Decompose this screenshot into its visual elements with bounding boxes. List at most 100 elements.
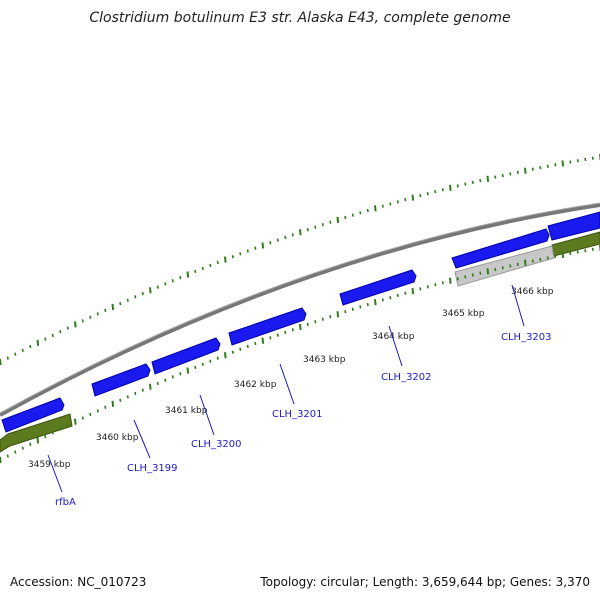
tick-mark bbox=[569, 160, 572, 164]
tick-mark bbox=[51, 333, 54, 338]
tick-label: 3460 kbp bbox=[96, 433, 139, 443]
tick-mark bbox=[14, 352, 17, 356]
tick-mark bbox=[351, 213, 354, 217]
tick-mark bbox=[509, 264, 512, 268]
topology-text: Topology: circular; Length: 3,659,644 bp… bbox=[260, 575, 590, 589]
tick-mark bbox=[344, 310, 347, 314]
tick-mark bbox=[561, 251, 565, 259]
pseudo-feature[interactable] bbox=[454, 245, 555, 287]
cds-feature[interactable] bbox=[91, 363, 151, 397]
tick-mark bbox=[74, 321, 77, 328]
tick-mark bbox=[254, 246, 257, 250]
gene-labels: rfbA CLH_3199 CLH_3200 CLH_3201 CLH_3202… bbox=[55, 332, 552, 508]
tick-mark bbox=[374, 299, 377, 306]
tick-mark bbox=[591, 156, 594, 160]
tick-mark bbox=[464, 182, 467, 186]
tick-mark bbox=[584, 249, 587, 253]
cds-feature[interactable] bbox=[228, 307, 307, 346]
tick-mark bbox=[254, 341, 257, 346]
cds-feature[interactable] bbox=[451, 228, 550, 269]
gene-label-clh-3203[interactable]: CLH_3203 bbox=[501, 332, 552, 343]
reverse-cds-track bbox=[0, 231, 600, 453]
tick-mark bbox=[299, 323, 302, 331]
tick-mark bbox=[464, 275, 467, 279]
tick-mark bbox=[404, 198, 407, 202]
tick-mark bbox=[456, 184, 459, 188]
genome-backbone bbox=[0, 203, 600, 417]
tick-mark bbox=[179, 275, 182, 280]
tick-label: 3463 kbp bbox=[303, 355, 346, 365]
accession-text: Accession: NC_010723 bbox=[10, 575, 147, 589]
gene-label-clh-3202[interactable]: CLH_3202 bbox=[381, 372, 432, 383]
tick-mark bbox=[36, 339, 40, 346]
tick-mark bbox=[149, 287, 152, 294]
tick-mark bbox=[471, 273, 474, 277]
tick-mark bbox=[246, 344, 249, 349]
tick-mark bbox=[434, 189, 437, 194]
tick-mark bbox=[524, 259, 527, 266]
tick-mark bbox=[51, 431, 54, 435]
tick-mark bbox=[141, 388, 144, 392]
tick-mark bbox=[576, 159, 579, 163]
gene-label-clh-3200[interactable]: CLH_3200 bbox=[191, 439, 242, 450]
tick-mark bbox=[89, 412, 92, 417]
tick-mark bbox=[501, 173, 504, 178]
tick-mark bbox=[509, 172, 512, 176]
scale-labels: 3459 kbp 3460 kbp 3461 kbp 3462 kbp 3463… bbox=[28, 287, 554, 470]
tick-mark bbox=[36, 437, 40, 444]
tick-mark bbox=[366, 302, 369, 307]
cds-feature[interactable] bbox=[339, 269, 417, 306]
tick-mark bbox=[381, 298, 384, 302]
tick-mark bbox=[194, 365, 197, 370]
gene-label-clh-3199[interactable]: CLH_3199 bbox=[127, 463, 178, 474]
tick-label: 3465 kbp bbox=[442, 309, 485, 319]
cds-feature[interactable] bbox=[151, 337, 221, 375]
tick-mark bbox=[291, 233, 294, 237]
cds-feature[interactable] bbox=[547, 211, 600, 241]
tick-mark bbox=[96, 312, 99, 316]
tick-mark bbox=[404, 291, 407, 295]
tick-mark bbox=[351, 307, 354, 311]
inner-tick-track bbox=[0, 245, 600, 464]
tick-mark bbox=[471, 180, 474, 184]
tick-mark bbox=[6, 454, 9, 458]
tick-mark bbox=[531, 167, 534, 171]
tick-mark bbox=[591, 247, 594, 251]
tick-mark bbox=[539, 257, 542, 262]
tick-mark bbox=[531, 259, 534, 263]
tick-mark bbox=[321, 317, 324, 321]
tick-mark bbox=[291, 328, 294, 332]
tick-mark bbox=[261, 242, 265, 249]
tick-mark bbox=[359, 211, 362, 215]
tick-mark bbox=[306, 228, 309, 232]
tick-mark bbox=[344, 215, 347, 220]
tick-mark bbox=[6, 356, 9, 360]
tick-mark bbox=[194, 269, 197, 274]
tick-mark bbox=[209, 263, 212, 268]
tick-mark bbox=[576, 250, 579, 254]
tick-mark bbox=[554, 254, 557, 259]
gene-label-rfba[interactable]: rfbA bbox=[55, 497, 76, 508]
tick-mark bbox=[239, 252, 242, 256]
gene-label-clh-3201[interactable]: CLH_3201 bbox=[272, 409, 323, 420]
tick-mark bbox=[336, 311, 340, 318]
tick-mark bbox=[329, 315, 332, 319]
tick-mark bbox=[494, 175, 497, 179]
tick-mark bbox=[524, 167, 527, 174]
tick-mark bbox=[186, 367, 190, 374]
tick-mark bbox=[126, 395, 129, 399]
tick-mark bbox=[449, 277, 452, 284]
tick-mark bbox=[171, 279, 174, 283]
tick-mark bbox=[389, 202, 392, 206]
tick-mark bbox=[306, 322, 309, 327]
forward-cds-track bbox=[1, 211, 600, 433]
tick-mark bbox=[516, 262, 519, 266]
tick-label: 3462 kbp bbox=[234, 380, 277, 390]
tick-mark bbox=[59, 330, 62, 334]
tick-mark bbox=[66, 326, 69, 330]
tick-mark bbox=[216, 260, 219, 265]
cds-feature-reverse[interactable] bbox=[0, 413, 73, 453]
tick-mark bbox=[179, 372, 182, 376]
cds-feature[interactable] bbox=[1, 397, 65, 433]
